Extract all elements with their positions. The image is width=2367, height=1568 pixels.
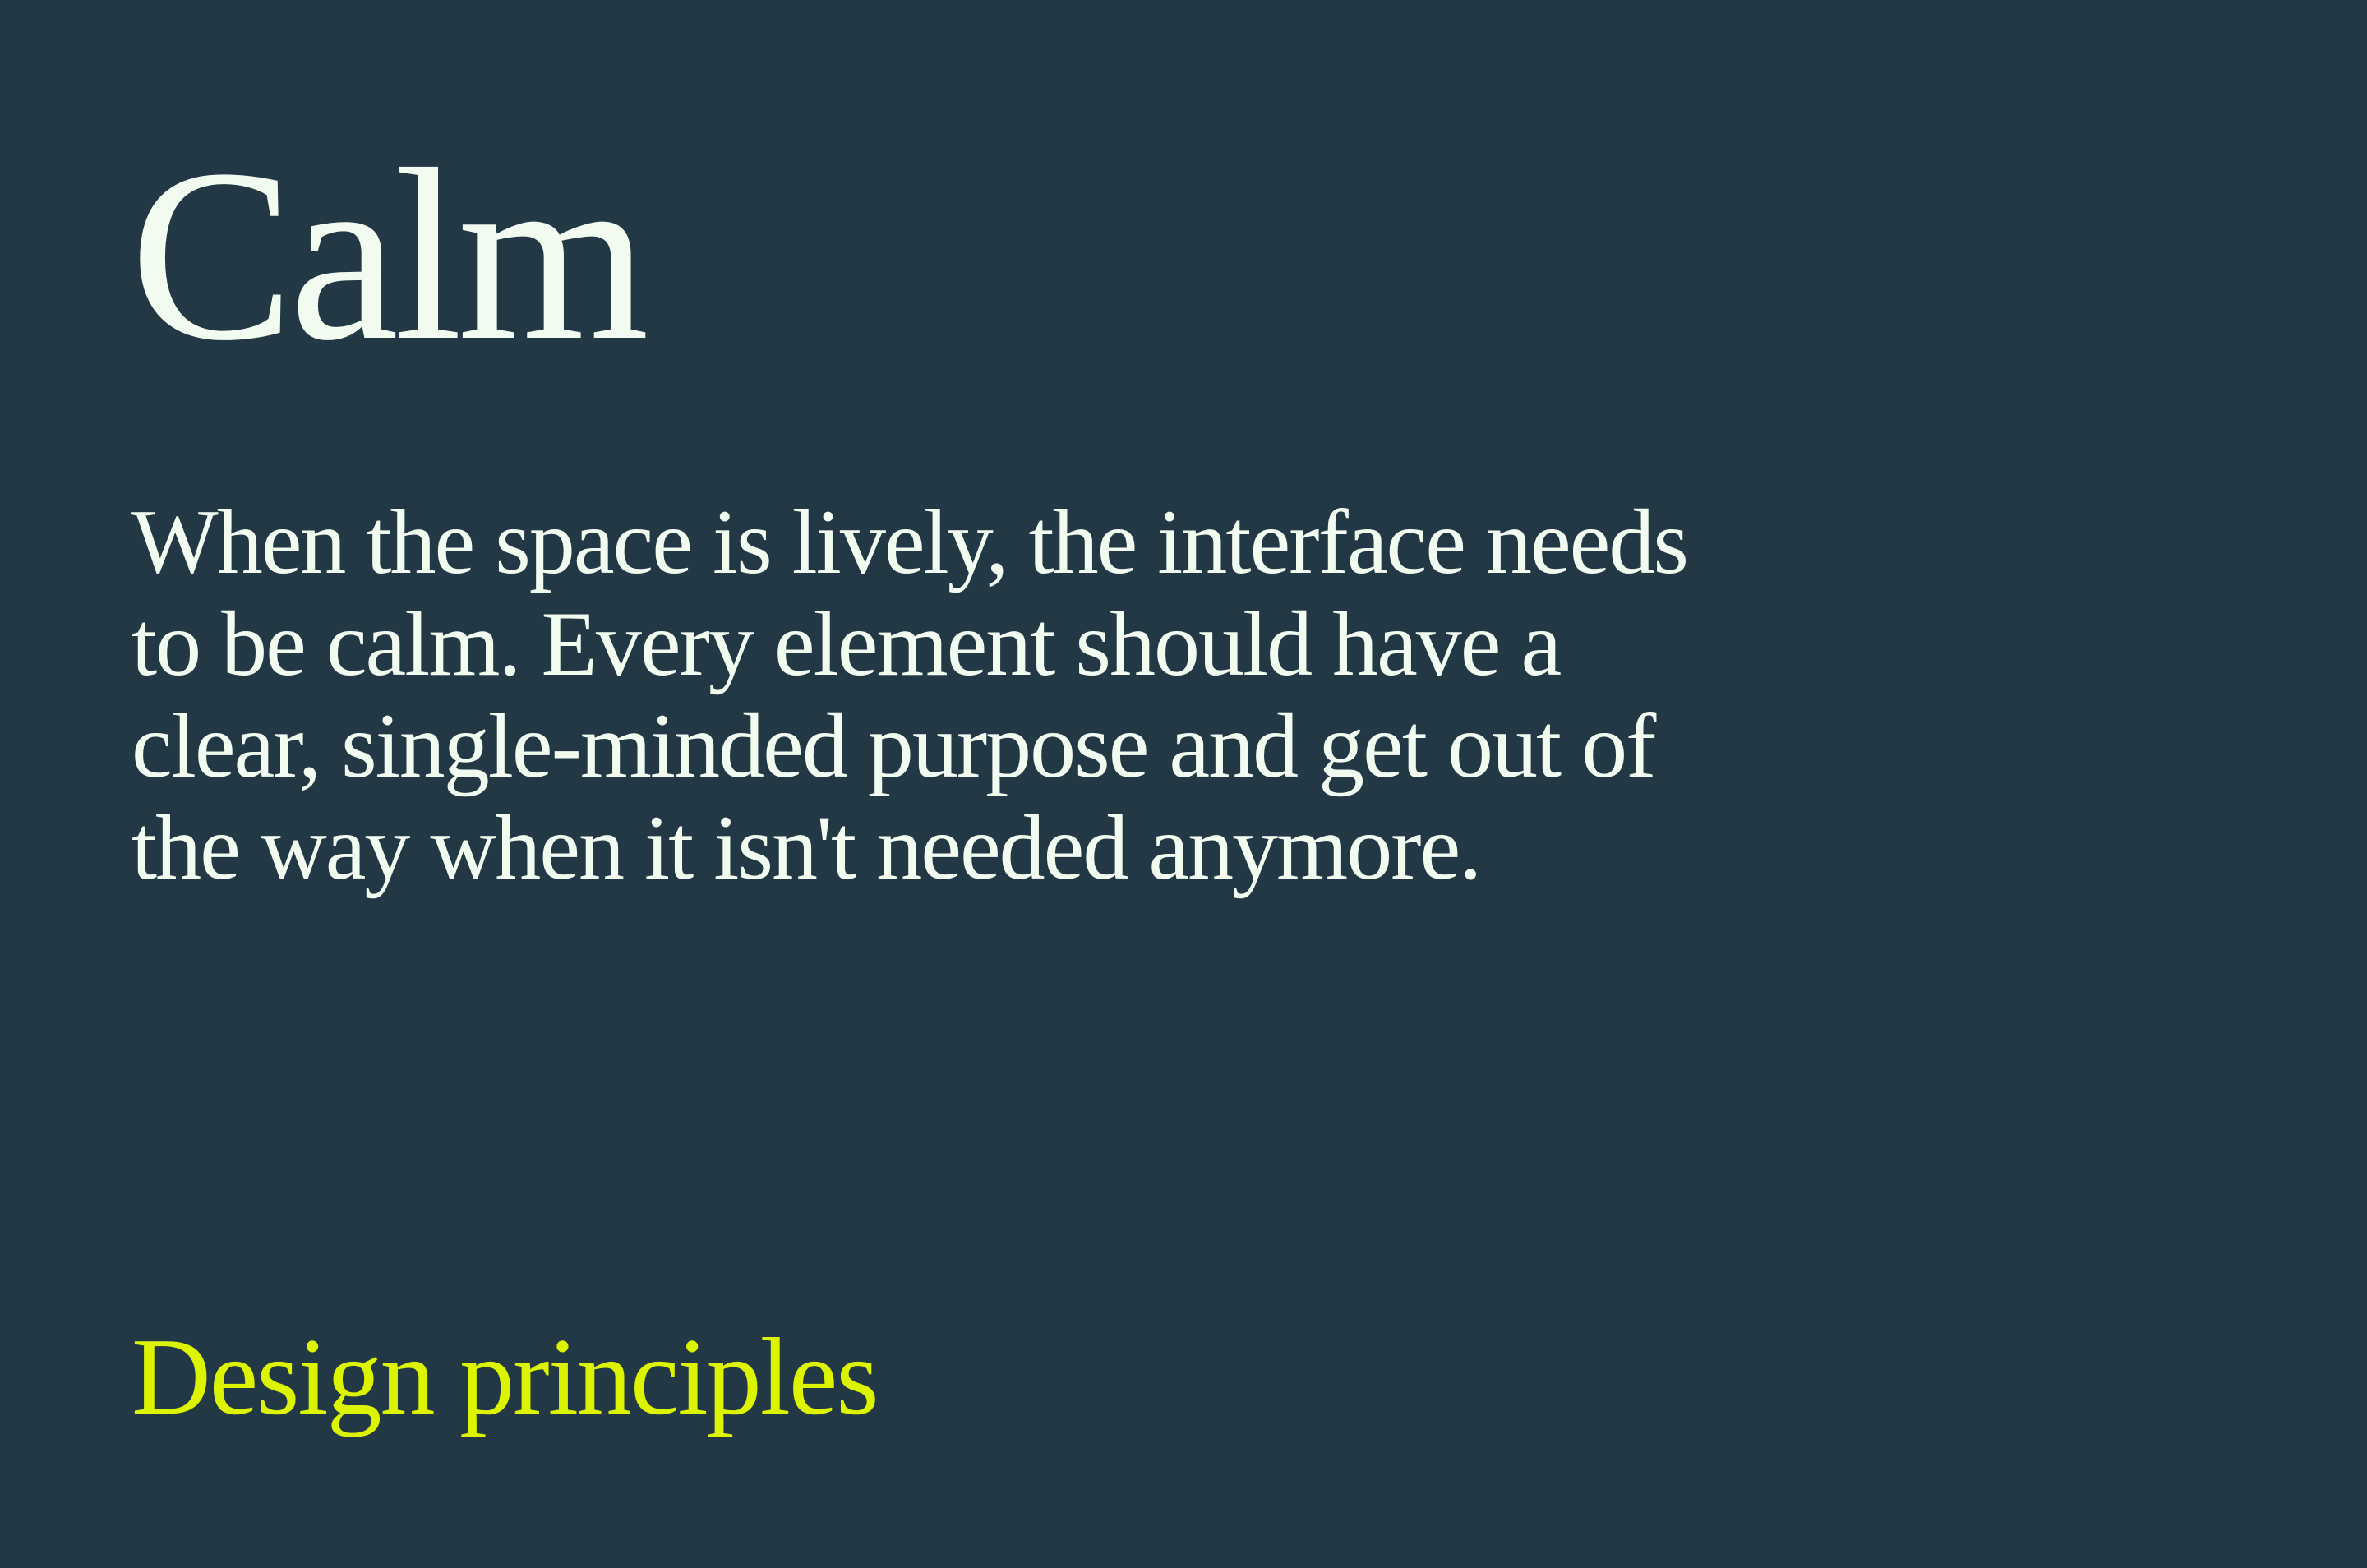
- principle-description: When the space is lively, the interface …: [132, 491, 1689, 899]
- section-label: Design principles: [132, 1316, 879, 1437]
- page-title: Calm: [130, 118, 649, 391]
